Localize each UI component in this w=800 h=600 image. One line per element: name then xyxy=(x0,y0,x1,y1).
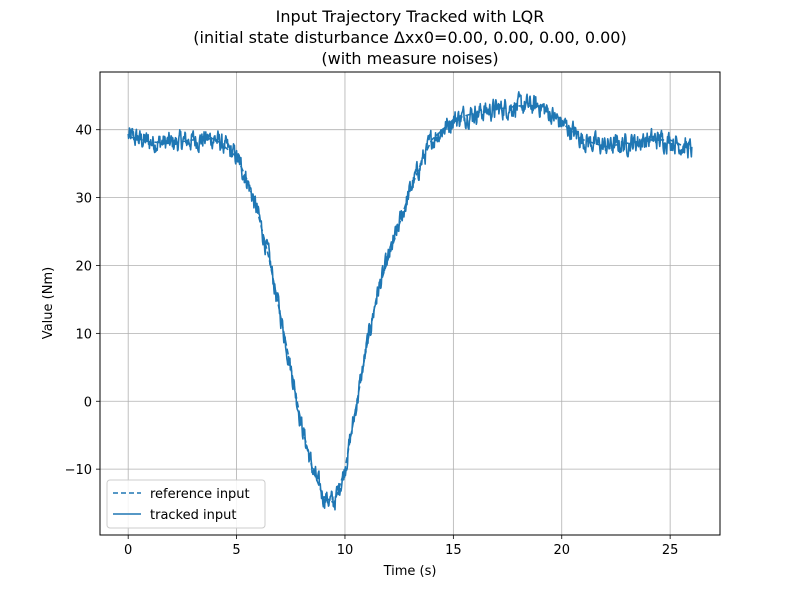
x-tick-label: 5 xyxy=(232,543,240,558)
x-tick-label: 10 xyxy=(337,543,354,558)
series-reference-input xyxy=(127,105,693,505)
chart-title-line-3: (with measure noises) xyxy=(321,49,498,68)
x-tick-label: 15 xyxy=(445,543,462,558)
x-axis-label: Time (s) xyxy=(383,564,437,579)
y-tick-label: 40 xyxy=(75,124,92,139)
x-tick-label: 25 xyxy=(662,543,679,558)
grid-layer xyxy=(100,72,720,535)
y-tick-label: −10 xyxy=(65,463,92,478)
legend-label-reference-input: reference input xyxy=(150,487,250,502)
y-tick-label: 0 xyxy=(84,395,92,410)
plot-frame xyxy=(99,71,721,536)
x-tick-label: 20 xyxy=(553,543,570,558)
chart-title-line-2: (initial state disturbance Δxx0=0.00, 0.… xyxy=(193,28,626,47)
legend: reference input tracked input xyxy=(106,479,266,529)
x-tick-label: 0 xyxy=(124,543,132,558)
y-tick-label: 30 xyxy=(75,192,92,207)
y-axis-label: Value (Nm) xyxy=(41,267,56,339)
legend-label-tracked-input: tracked input xyxy=(150,508,236,523)
ticks-layer: 0 5 10 15 20 25 −10 0 10 20 30 40 xyxy=(65,124,679,558)
y-tick-label: 10 xyxy=(75,327,92,342)
series-tracked-input xyxy=(127,91,693,511)
legend-box xyxy=(106,479,266,529)
data-layer xyxy=(127,91,693,511)
chart-title-line-1: Input Trajectory Tracked with LQR xyxy=(276,7,545,26)
y-tick-label: 20 xyxy=(75,259,92,274)
